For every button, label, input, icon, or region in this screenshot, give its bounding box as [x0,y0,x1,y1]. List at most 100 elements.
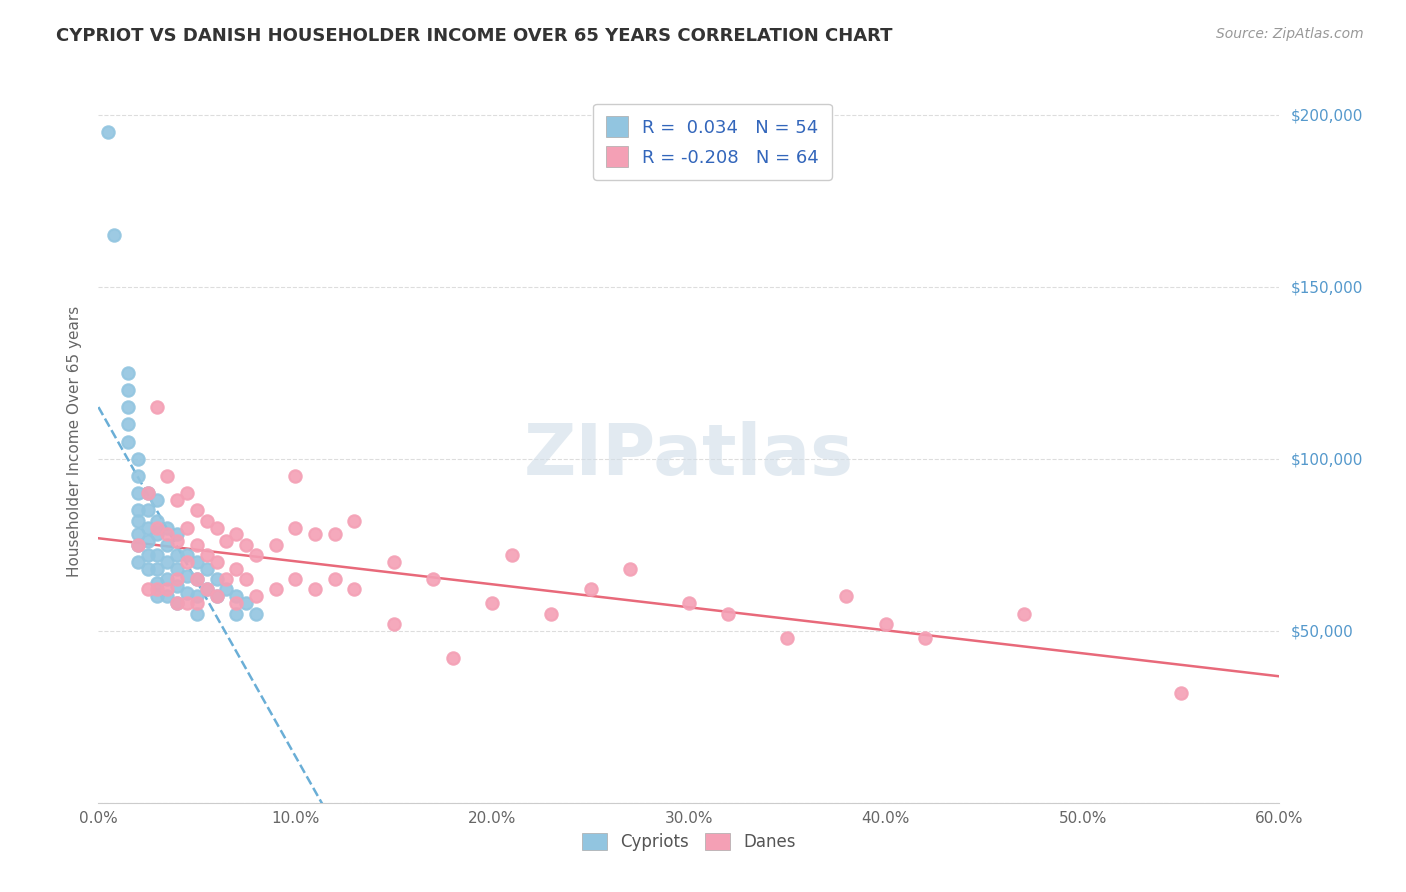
Point [156,527,179,541]
Point [678,596,700,610]
Point [127,503,149,517]
Point [186,572,208,586]
Point [225,562,247,576]
Point [176,596,198,610]
Point [103,228,125,243]
Point [186,596,208,610]
Point [225,527,247,541]
Point [136,520,159,534]
Point [235,572,257,586]
Point [382,616,405,631]
Point [422,572,444,586]
Point [195,562,218,576]
Point [156,469,179,483]
Point [136,582,159,597]
Point [264,582,287,597]
Point [186,607,208,621]
Point [1012,607,1035,621]
Point [156,520,179,534]
Point [245,548,267,562]
Point [146,493,169,508]
Point [382,555,405,569]
Text: ZIPatlas: ZIPatlas [524,422,853,491]
Point [215,572,238,586]
Point [619,562,641,576]
Point [540,607,562,621]
Point [166,562,188,576]
Point [176,486,198,500]
Point [127,486,149,500]
Point [127,527,149,541]
Point [166,493,188,508]
Point [127,538,149,552]
Point [235,538,257,552]
Point [343,582,366,597]
Legend: Cypriots, Danes: Cypriots, Danes [574,825,804,860]
Point [176,586,198,600]
Point [195,514,218,528]
Point [117,417,139,432]
Point [127,451,149,466]
Point [166,596,188,610]
Point [186,503,208,517]
Point [166,579,188,593]
Point [176,520,198,534]
Point [156,555,179,569]
Point [166,548,188,562]
Point [166,534,188,549]
Point [914,631,936,645]
Point [225,607,247,621]
Point [205,572,228,586]
Point [195,582,218,597]
Point [195,548,218,562]
Point [245,590,267,604]
Point [186,572,208,586]
Point [215,534,238,549]
Point [156,572,179,586]
Point [441,651,464,665]
Point [205,590,228,604]
Point [205,590,228,604]
Point [146,520,169,534]
Text: CYPRIOT VS DANISH HOUSEHOLDER INCOME OVER 65 YEARS CORRELATION CHART: CYPRIOT VS DANISH HOUSEHOLDER INCOME OVE… [56,27,893,45]
Point [166,572,188,586]
Point [156,538,179,552]
Point [284,520,307,534]
Point [205,555,228,569]
Point [146,548,169,562]
Point [481,596,503,610]
Point [146,514,169,528]
Point [835,590,858,604]
Point [235,596,257,610]
Point [97,125,120,139]
Point [136,486,159,500]
Point [127,469,149,483]
Point [117,400,139,414]
Point [117,366,139,380]
Point [127,538,149,552]
Point [136,503,159,517]
Point [304,527,326,541]
Point [117,383,139,397]
Point [176,555,198,569]
Point [146,590,169,604]
Text: Source: ZipAtlas.com: Source: ZipAtlas.com [1216,27,1364,41]
Point [166,527,188,541]
Point [225,596,247,610]
Point [717,607,740,621]
Point [186,555,208,569]
Point [264,538,287,552]
Point [323,572,346,586]
Point [127,514,149,528]
Point [136,534,159,549]
Point [136,548,159,562]
Point [304,582,326,597]
Point [195,582,218,597]
Point [284,469,307,483]
Point [176,548,198,562]
Point [146,400,169,414]
Point [186,538,208,552]
Point [776,631,799,645]
Point [117,434,139,449]
Point [579,582,602,597]
